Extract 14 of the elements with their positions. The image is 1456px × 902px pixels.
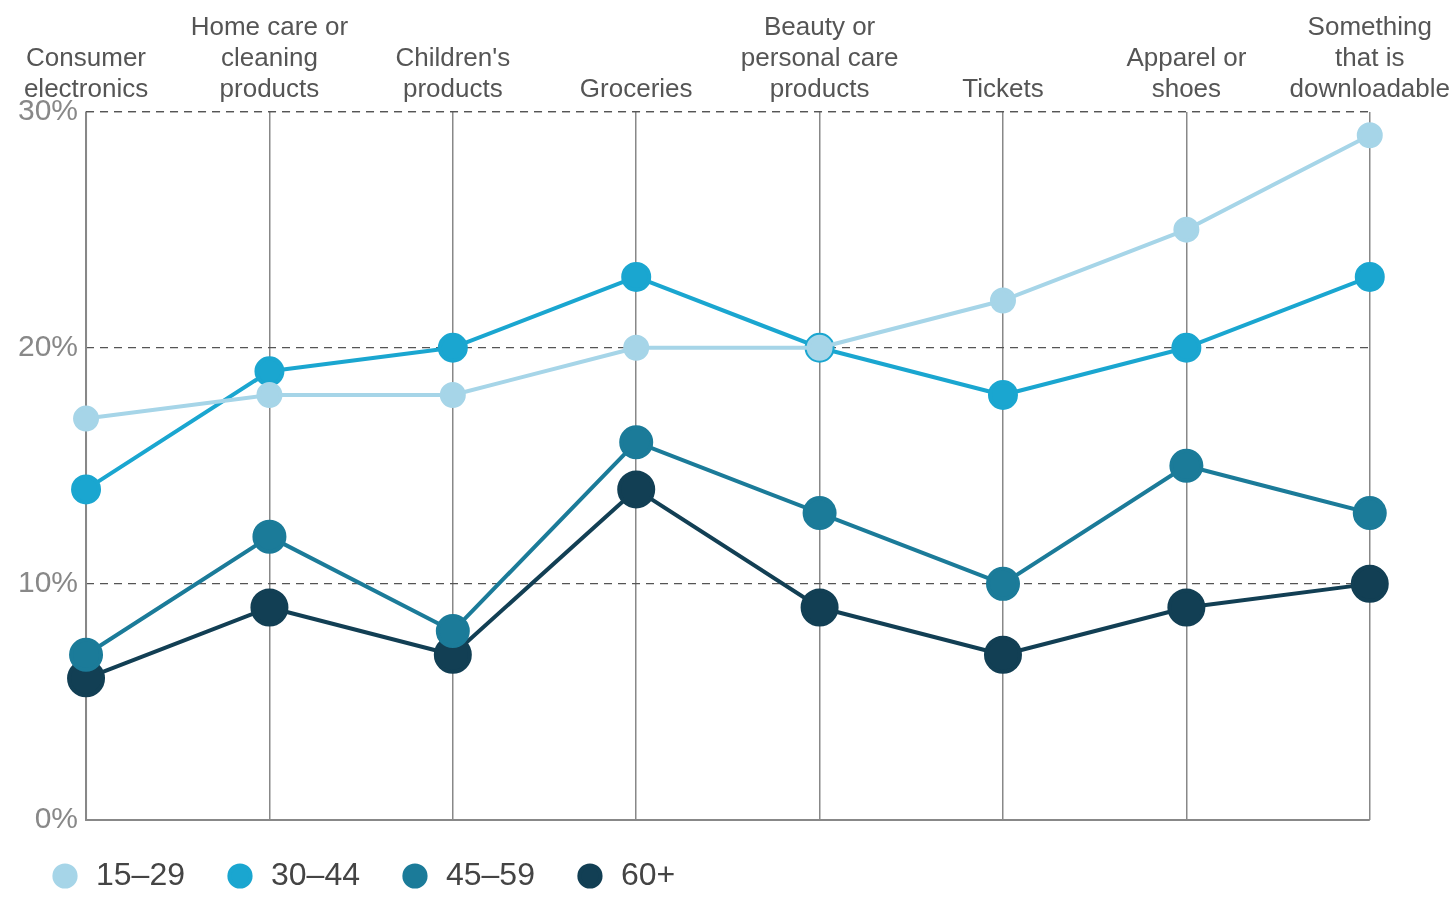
x-tick-label: Groceries [579,73,693,104]
legend-label: 60+ [620,855,676,892]
x-tick-label: Beauty or personal care products [740,10,899,104]
x-tick-label: Children's products [395,41,511,104]
legend-label: 45–59 [445,855,535,892]
y-tick-label: 0% [34,801,79,835]
y-tick-label: 10% [18,565,79,599]
x-tick-label: Home care or cleaning products [190,10,349,104]
legend-label: 15–29 [96,855,185,892]
legend-label: 30–44 [270,855,360,892]
x-tick-label: Apparel or shoes [1126,41,1247,104]
y-tick-label: 20% [18,329,79,362]
x-tick-label: Tickets [962,73,1044,104]
x-tick-label: Something that is downloadable [1289,10,1450,104]
